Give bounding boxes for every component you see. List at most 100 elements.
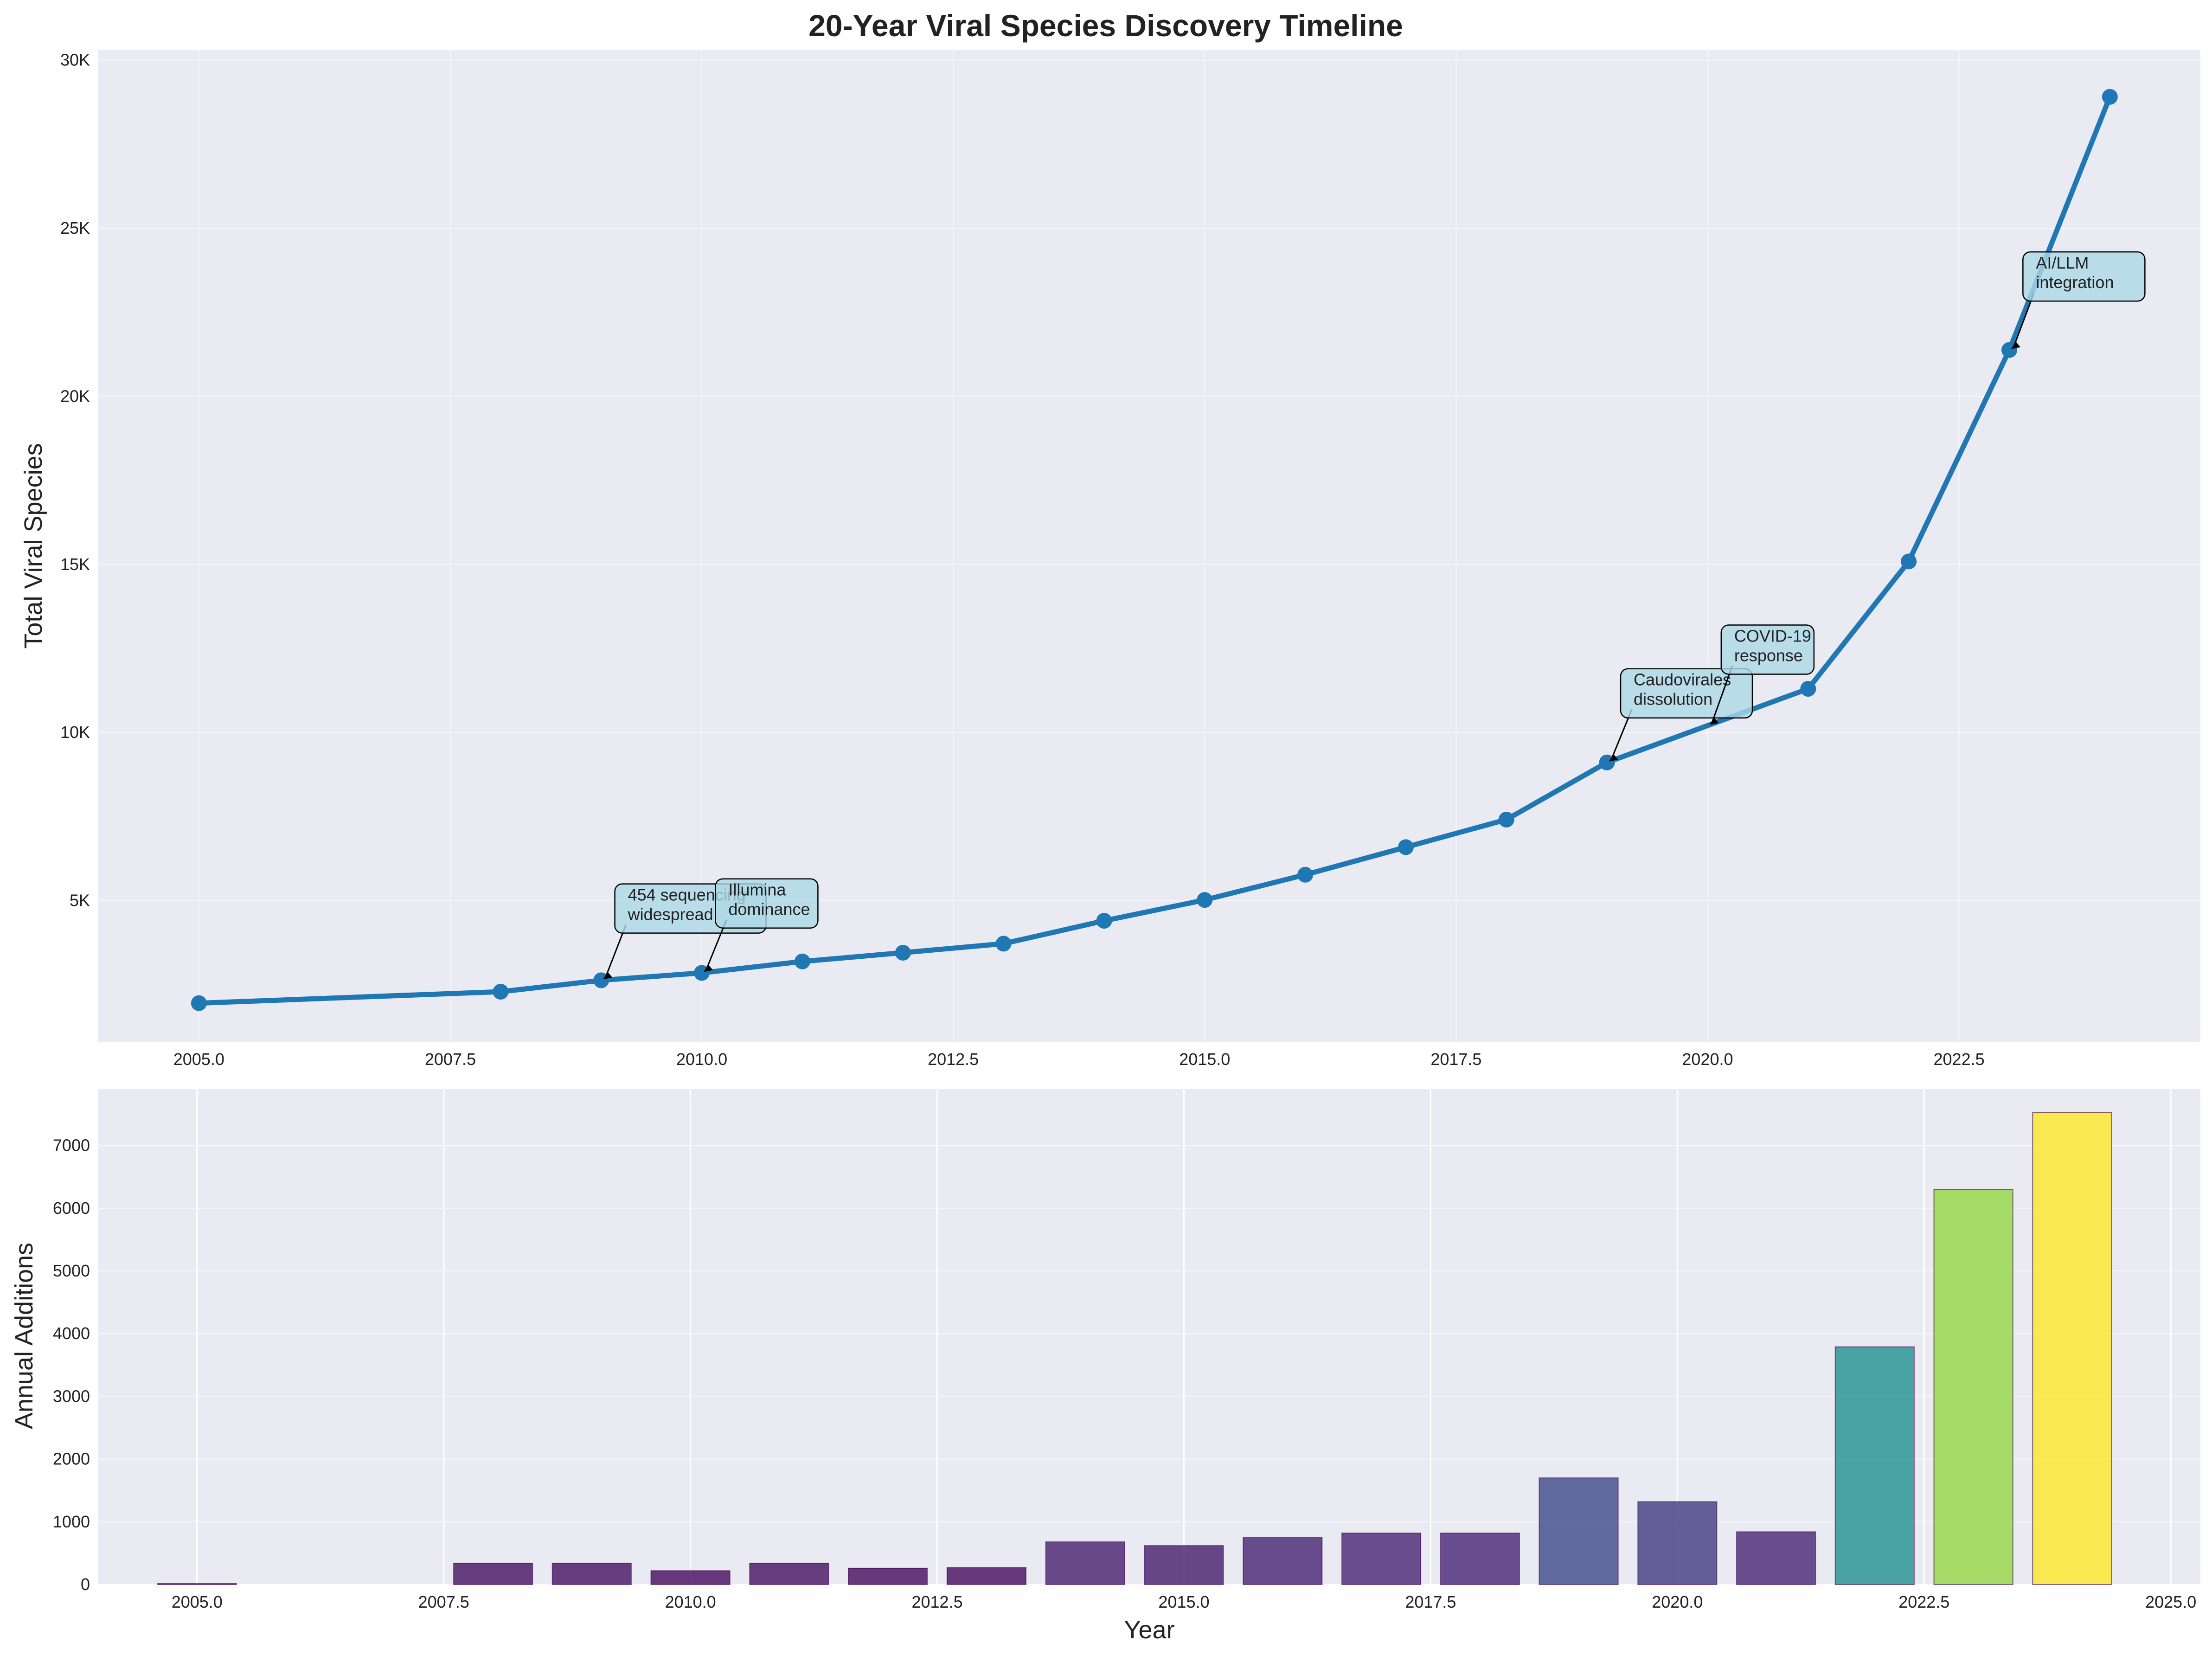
bar: [1440, 1533, 1520, 1585]
bottom-y-tick-label: 7000: [53, 1136, 90, 1155]
bottom-x-tick-label: 2020.0: [1652, 1592, 1703, 1611]
top-y-axis-label: Total Viral Species: [19, 443, 47, 648]
annotation-arrowhead: [1609, 754, 1618, 762]
bar: [551, 1563, 632, 1585]
data-point: [1197, 892, 1213, 908]
bar: [1144, 1545, 1224, 1585]
bottom-x-tick-label: 2017.5: [1405, 1592, 1456, 1611]
top-x-tick-label: 2017.5: [1430, 1050, 1481, 1069]
annotation-text: widespread: [628, 905, 713, 924]
bar: [946, 1567, 1027, 1585]
bottom-y-tick-label: 5000: [53, 1261, 90, 1280]
top-plot-background: [98, 50, 2200, 1042]
bottom-x-axis-label: Year: [1124, 1616, 1174, 1644]
top-x-tick-label: 2020.0: [1682, 1050, 1733, 1069]
bottom-y-tick-label: 3000: [53, 1386, 90, 1405]
bar: [453, 1563, 533, 1585]
bar: [2032, 1112, 2112, 1585]
top-x-tick-label: 2010.0: [676, 1050, 727, 1069]
top-x-tick-label: 2015.0: [1179, 1050, 1230, 1069]
top-x-tick-label: 2012.5: [928, 1050, 979, 1069]
bottom-y-tick-label: 4000: [53, 1324, 90, 1343]
chart-title: 20-Year Viral Species Discovery Timeline: [808, 8, 1403, 43]
data-point: [493, 984, 509, 1000]
bottom-y-tick-label: 6000: [53, 1199, 90, 1218]
annotation-text: dominance: [728, 900, 810, 919]
bottom-x-tick-labels: 2005.0 2007.5 2010.0 2012.5 2015.0 2017.5 2020…: [172, 1592, 2197, 1611]
annotation-box: [1620, 668, 1753, 718]
top-y-tick-label: 10K: [60, 723, 90, 742]
data-point: [1901, 553, 1917, 570]
bar: [1539, 1477, 1619, 1585]
data-point: [191, 995, 207, 1011]
top-gridlines: [98, 50, 2200, 1042]
data-point: [1096, 913, 1112, 929]
bottom-y-tick-label: 2000: [53, 1450, 90, 1469]
bar: [650, 1570, 731, 1585]
data-point: [1800, 681, 1816, 697]
bottom-x-tick-label: 2025.0: [2145, 1592, 2196, 1611]
top-y-tick-label: 30K: [60, 51, 90, 70]
bar: [848, 1567, 928, 1585]
annotation-text: dissolution: [1634, 690, 1712, 709]
bar: [749, 1563, 829, 1585]
bottom-x-tick-label: 2012.5: [911, 1592, 962, 1611]
bottom-x-tick-label: 2022.5: [1898, 1592, 1949, 1611]
annotation-box: [1720, 624, 1815, 675]
data-point: [1498, 811, 1514, 828]
annotation-arrowhead: [2011, 341, 2020, 349]
series-annual-additions: [157, 1112, 2112, 1585]
bottom-panel: 2005.0 2007.5 2010.0 2012.5 2015.0 2017.5 2020…: [10, 1089, 2200, 1644]
bar: [1243, 1537, 1323, 1585]
annotation-text: COVID-19: [1734, 627, 1811, 646]
annotations: 454 sequencingwidespreadIlluminadominanc…: [603, 251, 2146, 980]
annotation-box: [715, 878, 819, 929]
data-point: [794, 953, 810, 969]
top-y-tick-label: 5K: [70, 891, 90, 910]
bottom-x-tick-label: 2005.0: [172, 1592, 223, 1611]
annotation-text: integration: [2036, 273, 2114, 292]
bottom-y-tick-labels: 0 1000 2000 3000 4000 5000 6000 7000: [53, 1136, 90, 1594]
bottom-y-tick-label: 0: [81, 1575, 90, 1594]
top-x-tick-labels: 2005.0 2007.5 2010.0 2012.5 2015.0 2017.5 2020…: [173, 1050, 1985, 1069]
top-y-tick-label: 20K: [60, 386, 90, 405]
annotation-box: [2022, 251, 2146, 302]
bottom-y-tick-label: 1000: [53, 1512, 90, 1531]
top-x-tick-label: 2005.0: [173, 1050, 224, 1069]
top-y-tick-label: 25K: [60, 218, 90, 237]
top-y-tick-labels: 5K 10K 15K 20K 25K 30K: [60, 51, 90, 910]
data-point: [1398, 839, 1414, 855]
annotation-arrowhead: [704, 964, 713, 972]
annotation-text: AI/LLM: [2036, 253, 2089, 272]
annotation-text: response: [1734, 646, 1803, 665]
bottom-x-tick-label: 2015.0: [1158, 1592, 1209, 1611]
data-point: [2102, 89, 2118, 105]
bar: [1341, 1533, 1422, 1585]
bar: [1933, 1189, 2013, 1585]
top-x-tick-label: 2007.5: [425, 1050, 476, 1069]
series-total-species: [191, 89, 2118, 1011]
annotation-arrowhead: [603, 972, 613, 980]
annotation-arrow: [1712, 666, 1733, 723]
data-point: [995, 936, 1012, 952]
annotation-arrowhead: [1709, 717, 1719, 725]
bar: [1045, 1541, 1125, 1585]
data-point: [895, 944, 911, 961]
top-panel: 2005.0 2007.5 2010.0 2012.5 2015.0 2017.5 2020…: [19, 50, 2200, 1069]
bar: [1834, 1346, 1915, 1585]
top-x-tick-label: 2022.5: [1934, 1050, 1985, 1069]
bottom-x-tick-label: 2007.5: [418, 1592, 469, 1611]
bar: [1637, 1501, 1718, 1585]
bar: [1736, 1531, 1816, 1585]
annotation-text: Illumina: [728, 880, 786, 899]
bottom-y-axis-label: Annual Additions: [10, 1243, 38, 1429]
data-point: [1297, 866, 1314, 883]
top-y-tick-label: 15K: [60, 555, 90, 574]
bottom-x-tick-label: 2010.0: [665, 1592, 716, 1611]
annotation-text: Caudovirales: [1634, 670, 1731, 689]
